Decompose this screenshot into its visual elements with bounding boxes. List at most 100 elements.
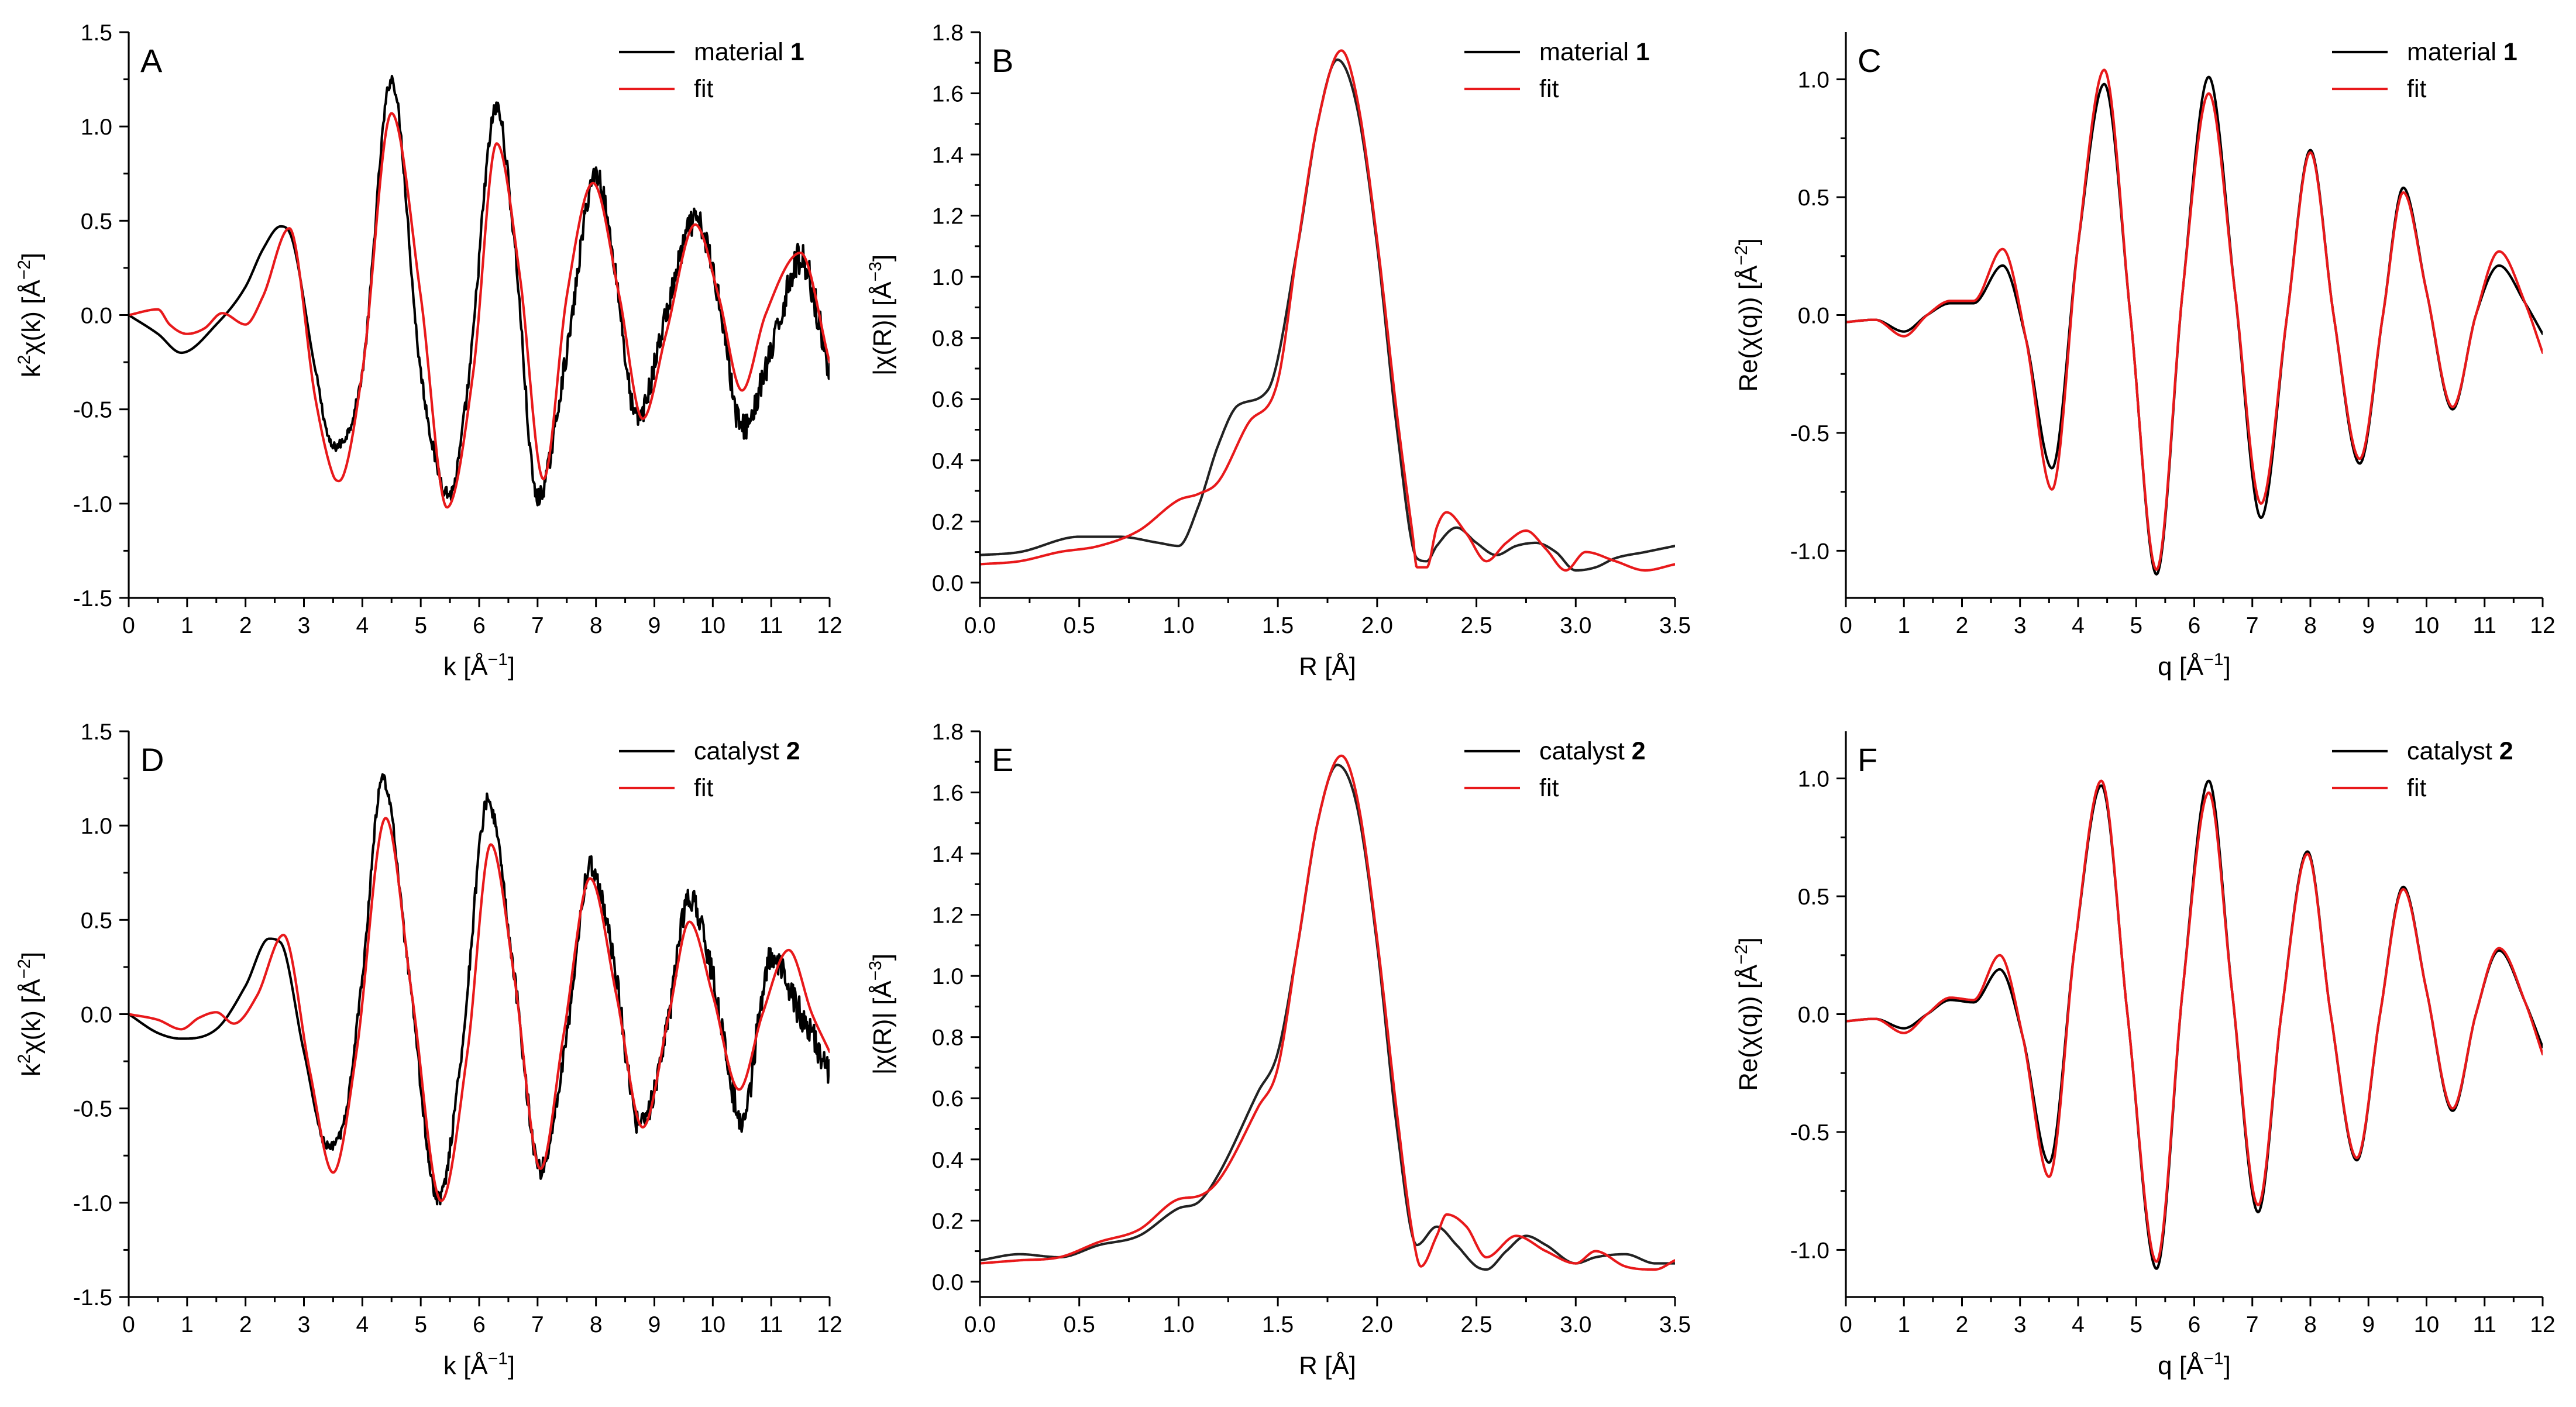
y-tick-label: -0.5: [1790, 421, 1829, 446]
y-tick-label: 0.0: [1798, 304, 1829, 329]
legend-label: catalyst 2: [2407, 737, 2513, 765]
x-tick-label: 3: [298, 1312, 311, 1337]
y-tick-label: -0.5: [73, 398, 112, 423]
x-tick-label: 7: [531, 613, 544, 638]
legend: catalyst 2 fit: [2332, 737, 2513, 802]
legend-label: material 1: [2407, 38, 2517, 66]
x-tick-label: 3.0: [1560, 1312, 1591, 1337]
y-tick-label: 1.6: [932, 82, 964, 107]
x-tick-label: 12: [817, 1312, 842, 1337]
chart-panel-d: 0 1 2 3 4 5 6 7 8 9 10 11 12-1.5-1.0-0.50.00.51.01.5…: [15, 720, 842, 1380]
x-tick-label: 0: [122, 613, 135, 638]
x-tick-label: 12: [2530, 1312, 2555, 1337]
x-tick-label: 2: [1956, 1312, 1969, 1337]
x-tick-label: 2.5: [1460, 1312, 1492, 1337]
axes-lines: [979, 32, 1675, 599]
y-tick-label: 0.2: [932, 1209, 964, 1234]
legend-label: fit: [1539, 75, 1559, 103]
x-tick-label: 1.5: [1262, 613, 1294, 638]
y-tick-label: 0.4: [932, 1148, 964, 1173]
panel-letter: F: [1858, 741, 1877, 778]
y-tick-label: 0.2: [932, 510, 964, 535]
x-tick-label: 11: [2473, 613, 2497, 638]
legend-label: catalyst 2: [1539, 737, 1646, 765]
x-tick-label: 11: [759, 613, 783, 638]
axes-lines: [979, 731, 1675, 1298]
x-tick-label: 9: [2362, 613, 2375, 638]
series-measured-line: [1846, 75, 2543, 576]
panel-letter: B: [992, 42, 1013, 79]
x-tick-label: 2: [239, 613, 252, 638]
x-tick-label: 2.5: [1460, 613, 1492, 638]
x-tick-label: 3: [2014, 1312, 2027, 1337]
x-tick-label: 8: [2304, 1312, 2317, 1337]
y-tick-label: 1.2: [932, 903, 964, 928]
y-tick-label: 0.4: [932, 449, 964, 474]
x-tick-label: 2.0: [1361, 1312, 1393, 1337]
x-tick-label: 1.0: [1163, 613, 1194, 638]
x-tick-label: 6: [2188, 1312, 2201, 1337]
y-tick-label: 0.5: [81, 209, 112, 234]
x-axis-title: q [Å−1]: [2158, 1349, 2231, 1380]
x-tick-label: 1: [1897, 613, 1910, 638]
legend: catalyst 2 fit: [1464, 737, 1646, 802]
y-tick-label: 0.0: [932, 571, 964, 596]
legend: material 1 fit: [2332, 38, 2517, 103]
y-axis-title: k2χ(k) [Å−2]: [15, 253, 46, 377]
x-tick-label: 10: [2414, 1312, 2439, 1337]
chart-panel-b: 0.0 0.5 1.0 1.5 2.0 2.5 3.0 3.5 0.0 0.2 0.4 0.6 0.8 1…: [866, 20, 1691, 681]
x-tick-label: 0.5: [1064, 613, 1095, 638]
x-tick-label: 5: [2130, 613, 2142, 638]
chart-panel-a: 0 1 2 3 4 5 6 7 8 9 10 11 12-1.5-1.0-0.50.00.51.01.5…: [15, 20, 842, 681]
series-measured-line: [129, 773, 830, 1206]
x-tick-label: 0: [1839, 613, 1852, 638]
y-axis-title: k2χ(k) [Å−2]: [15, 952, 46, 1076]
y-tick-label: -1.0: [73, 492, 112, 517]
x-tick-label: 5: [414, 613, 427, 638]
series-measured-line: [980, 58, 1675, 572]
y-tick-label: 1.4: [932, 143, 964, 168]
x-tick-label: 3.5: [1659, 613, 1691, 638]
y-tick-label: 0.8: [932, 1026, 964, 1051]
y-tick-label: -1.0: [1790, 539, 1829, 564]
x-tick-label: 12: [817, 613, 842, 638]
x-tick-label: 6: [473, 613, 486, 638]
y-tick-label: 0.5: [1798, 885, 1829, 910]
legend-label: material 1: [694, 38, 804, 66]
y-tick-label: 0.0: [81, 1003, 112, 1028]
x-tick-label: 0: [1839, 1312, 1852, 1337]
x-tick-label: 4: [356, 613, 369, 638]
x-axis-title: R [Å]: [1299, 652, 1356, 681]
x-tick-label: 8: [2304, 613, 2317, 638]
axes-lines: [1845, 32, 2543, 599]
y-tick-label: 0.0: [81, 304, 112, 329]
y-tick-label: 1.4: [932, 842, 964, 867]
y-axis-title: |χ(R)| [Å−3]: [866, 954, 897, 1075]
x-axis-title: R [Å]: [1299, 1351, 1356, 1380]
y-tick-label: 0.0: [1798, 1003, 1829, 1028]
x-tick-label: 1: [1897, 1312, 1910, 1337]
y-tick-label: 1.5: [81, 20, 112, 46]
x-tick-label: 9: [2362, 1312, 2375, 1337]
legend-label: catalyst 2: [694, 737, 800, 765]
x-tick-label: 4: [2072, 613, 2085, 638]
x-tick-label: 10: [2414, 613, 2439, 638]
x-tick-label: 4: [356, 1312, 369, 1337]
legend-label: fit: [1539, 774, 1559, 802]
x-tick-label: 9: [648, 613, 661, 638]
x-tick-label: 5: [2130, 1312, 2142, 1337]
y-tick-label: 1.0: [81, 814, 112, 839]
x-axis-title: q [Å−1]: [2158, 650, 2231, 681]
panel-letter: A: [140, 42, 163, 79]
x-tick-label: 1: [181, 613, 194, 638]
axes-lines: [128, 731, 830, 1298]
y-tick-label: 1.5: [81, 720, 112, 745]
series-fit-line: [980, 49, 1675, 572]
x-tick-label: 2: [239, 1312, 252, 1337]
y-tick-label: 1.0: [932, 265, 964, 290]
y-tick-label: -1.5: [73, 1285, 112, 1310]
legend: material 1 fit: [1464, 38, 1650, 103]
x-tick-label: 12: [2530, 613, 2555, 638]
y-tick-label: 0.5: [81, 908, 112, 933]
y-tick-label: -1.5: [73, 586, 112, 611]
